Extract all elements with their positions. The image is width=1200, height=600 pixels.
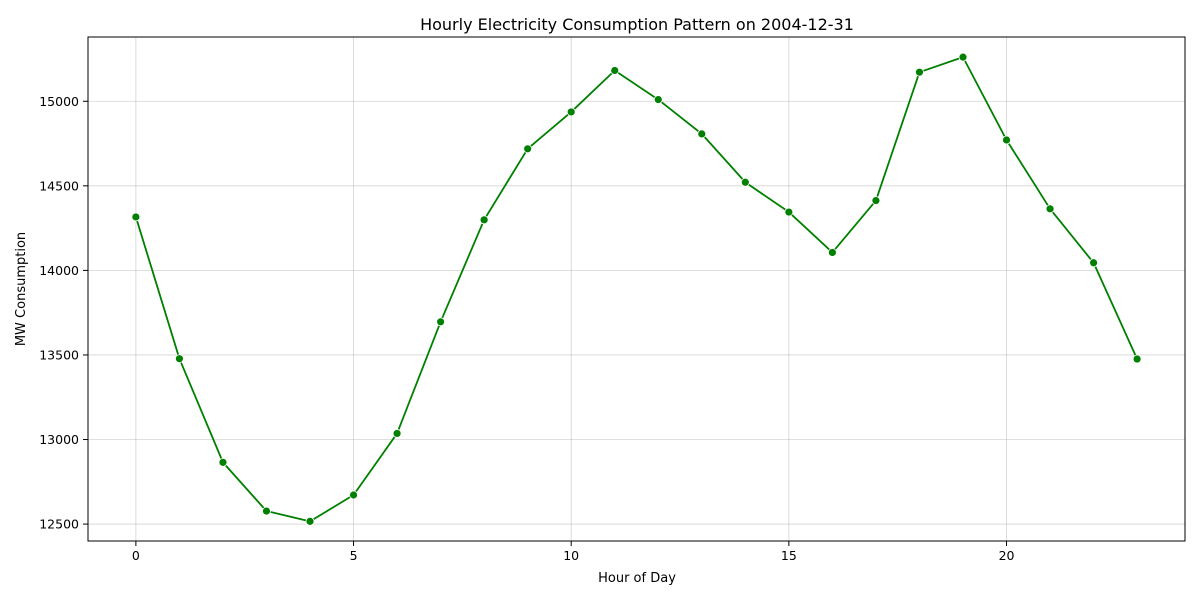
data-point [915,67,924,77]
y-tick-label: 13500 [39,347,79,362]
series-line [135,56,1138,523]
data-point [262,506,271,516]
data-point [1002,135,1011,145]
data-point [479,215,489,225]
data-point [1089,258,1098,268]
data-point [610,66,620,75]
series-layer [131,52,1142,526]
data-point [436,317,446,327]
axis-ticks: 0 5 10 15 20 12500 13000 13500 14000 14500 15000 [39,94,1014,563]
data-point [349,490,358,500]
data-point [1132,354,1142,364]
x-axis-label: Hour of Day [598,571,676,586]
plot-area-frame [87,36,1186,542]
x-tick-label: 15 [781,548,797,563]
y-tick-label: 13000 [39,432,79,447]
data-point [784,207,794,217]
data-point [131,212,141,222]
y-tick-label: 15000 [39,94,79,109]
x-tick-label: 10 [563,548,579,563]
data-point [958,52,968,62]
y-tick-label: 14000 [39,263,79,278]
data-point [566,107,576,117]
data-point [740,177,750,187]
data-point [1045,204,1055,214]
data-point [523,144,533,154]
y-axis-label: MW Consumption [14,232,29,346]
data-point [871,196,881,205]
x-tick-label: 20 [999,548,1015,563]
chart-title: Hourly Electricity Consumption Pattern o… [420,15,854,34]
y-tick-label: 12500 [39,517,79,532]
data-point [175,354,184,364]
grid-lines [88,37,1185,541]
x-tick-label: 5 [350,548,358,563]
data-point [827,248,837,257]
y-tick-label: 14500 [39,178,79,193]
data-point [218,457,228,467]
data-point [392,429,402,438]
x-tick-label: 0 [132,548,140,563]
data-point [653,95,663,104]
data-point [697,129,707,139]
data-point [305,516,315,526]
